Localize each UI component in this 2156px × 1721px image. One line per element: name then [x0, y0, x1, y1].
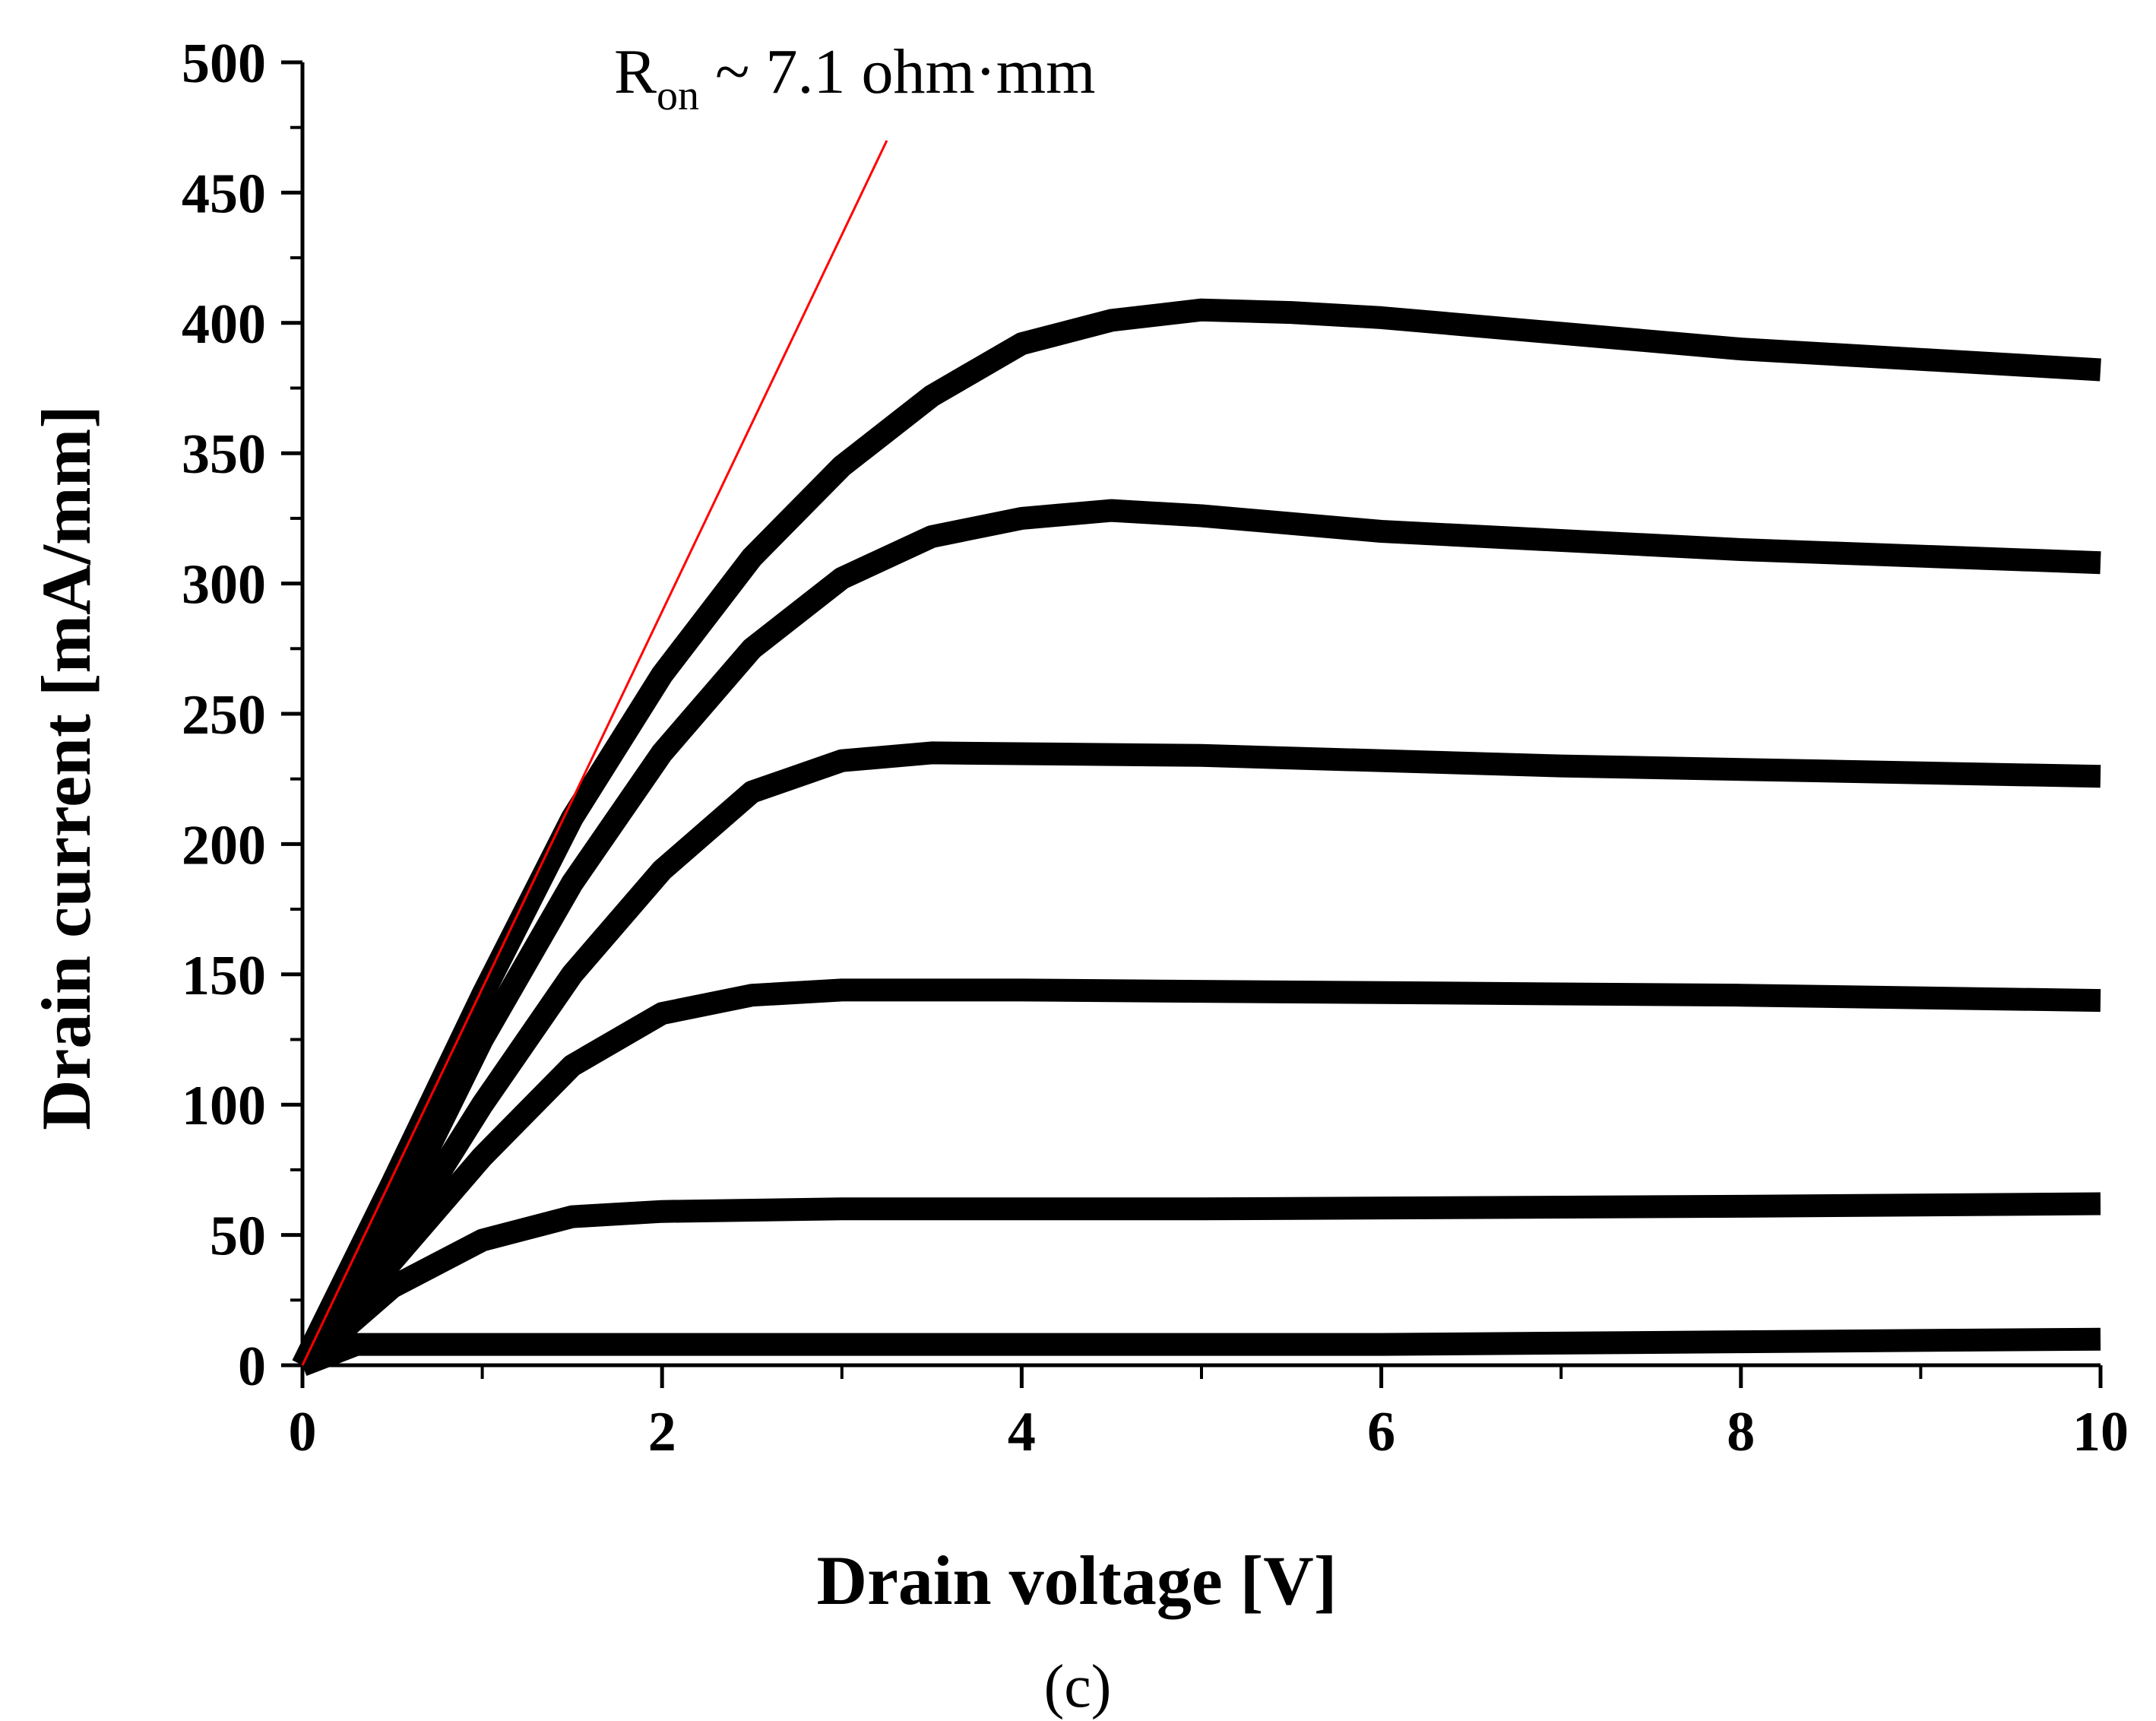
- y-tick-label: 450: [182, 163, 266, 225]
- y-tick-label: 350: [182, 423, 266, 486]
- y-tick-label: 400: [182, 293, 266, 356]
- series-line-curve-6: [292, 298, 2101, 1371]
- x-tick-label: 8: [1727, 1401, 1755, 1463]
- panel-label: (c): [1044, 1653, 1112, 1720]
- ron-annotation-r: R: [614, 36, 657, 107]
- series-layer: [292, 298, 2101, 1376]
- x-axis-title: Drain voltage [V]: [817, 1542, 1338, 1619]
- y-axis-title: Drain current [mA/mm]: [27, 405, 105, 1130]
- x-tick-label: 2: [648, 1401, 676, 1463]
- series-line-curve-1: [298, 1327, 2101, 1376]
- ron-annotation-subscript: on: [657, 72, 699, 119]
- y-tick-label: 100: [182, 1075, 266, 1137]
- x-ticks: 0 2 4 6 8 10: [289, 1365, 2129, 1463]
- series-line-curve-2: [295, 1192, 2101, 1374]
- y-tick-label: 50: [210, 1206, 266, 1268]
- x-tick-label: 6: [1367, 1401, 1395, 1463]
- series-line-curve-3: [293, 978, 2101, 1373]
- ron-fit-line: [301, 140, 888, 1366]
- y-tick-label: 500: [182, 33, 266, 95]
- y-ticks: 0 50 100 150 200 250 300 350 400 450 500: [182, 33, 302, 1398]
- y-tick-label: 250: [182, 684, 266, 746]
- ron-annotation-value: ~ 7.1 ohm·mm: [699, 36, 1095, 107]
- y-tick-label: 0: [238, 1336, 266, 1398]
- y-tick-label: 300: [182, 554, 266, 616]
- y-tick-label: 200: [182, 814, 266, 876]
- x-tick-label: 4: [1008, 1401, 1036, 1463]
- x-tick-label: 0: [289, 1401, 317, 1463]
- x-tick-label: 10: [2072, 1401, 2129, 1463]
- series-line-curve-5: [293, 499, 2101, 1371]
- ron-annotation: Ron ~ 7.1 ohm·mm: [614, 36, 1095, 119]
- series-line-curve-4: [293, 741, 2101, 1373]
- y-tick-label: 150: [182, 945, 266, 1007]
